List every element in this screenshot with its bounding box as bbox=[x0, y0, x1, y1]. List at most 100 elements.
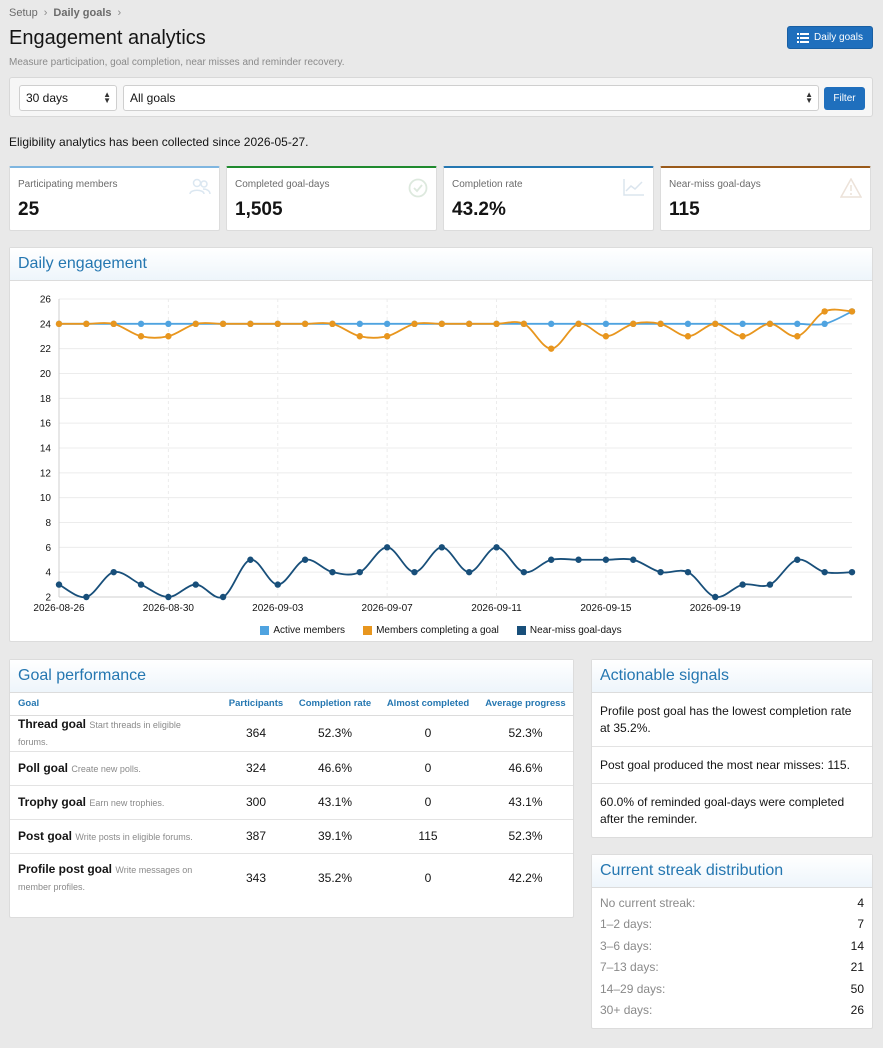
stat-value: 115 bbox=[669, 199, 700, 220]
stat-value: 25 bbox=[18, 199, 40, 220]
filter-button[interactable]: Filter bbox=[824, 87, 865, 110]
data-point bbox=[520, 568, 528, 576]
data-point bbox=[794, 320, 801, 328]
streak-label: 1–2 days: bbox=[600, 917, 653, 932]
chevron-right-icon: › bbox=[117, 7, 122, 19]
data-point bbox=[602, 556, 610, 563]
legend-item[interactable]: Active members bbox=[260, 625, 345, 636]
x-tick-label: 2026-09-07 bbox=[362, 603, 414, 614]
legend-item[interactable]: Members completing a goal bbox=[363, 625, 499, 636]
signal-item: Profile post goal has the lowest complet… bbox=[592, 693, 872, 747]
data-point bbox=[848, 568, 856, 576]
column-header[interactable]: Average progress bbox=[478, 693, 573, 716]
page-title: Engagement analytics bbox=[9, 27, 206, 49]
legend-item[interactable]: Near-miss goal-days bbox=[516, 625, 622, 636]
goal-cell: Poll goal Create new polls. bbox=[10, 751, 220, 786]
data-point bbox=[766, 320, 774, 328]
data-point bbox=[438, 544, 446, 551]
page-description: Measure participation, goal completion, … bbox=[9, 57, 345, 68]
data-point bbox=[630, 556, 637, 563]
column-header[interactable]: Participants bbox=[220, 693, 292, 716]
data-point bbox=[137, 333, 145, 340]
goal-name[interactable]: Thread goal bbox=[18, 717, 87, 731]
period-select[interactable]: 30 days ▲ ▼ bbox=[19, 85, 117, 111]
daily-goals-button-label: Daily goals bbox=[814, 32, 863, 43]
participants-cell: 364 bbox=[220, 715, 292, 752]
x-tick-label: 2026-09-15 bbox=[580, 603, 632, 614]
breadcrumb-item-daily-goals[interactable]: Daily goals bbox=[53, 7, 112, 19]
x-tick-label: 2026-08-30 bbox=[143, 603, 195, 614]
goal-name[interactable]: Trophy goal bbox=[18, 794, 87, 809]
chevron-right-icon: › bbox=[43, 7, 48, 19]
x-tick-label: 2026-08-26 bbox=[33, 603, 85, 614]
data-point bbox=[219, 320, 227, 328]
data-point bbox=[630, 320, 637, 328]
data-point bbox=[55, 320, 63, 328]
almost-completed-cell: 0 bbox=[378, 751, 478, 786]
data-point bbox=[821, 308, 828, 315]
streak-value: 26 bbox=[850, 1003, 864, 1018]
goal-select-value: All goals bbox=[130, 91, 176, 105]
x-tick-label: 2026-09-03 bbox=[252, 603, 304, 614]
stat-completion-rate: Completion rate 43.2% bbox=[443, 166, 654, 231]
streak-value: 14 bbox=[850, 938, 864, 953]
goal-name[interactable]: Poll goal bbox=[18, 760, 69, 775]
data-point bbox=[83, 320, 90, 328]
data-point bbox=[465, 320, 473, 328]
block-title: Actionable signals bbox=[592, 660, 872, 693]
streak-label: 3–6 days: bbox=[600, 938, 653, 953]
data-point bbox=[192, 581, 199, 588]
goal-performance-block: Goal performance Goal Participants Compl… bbox=[9, 659, 574, 918]
data-point bbox=[192, 320, 199, 328]
almost-completed-cell: 115 bbox=[378, 819, 478, 854]
goal-name[interactable]: Profile post goal bbox=[18, 861, 113, 876]
y-tick-label: 8 bbox=[45, 518, 51, 529]
data-point bbox=[356, 568, 363, 576]
data-point bbox=[520, 320, 528, 328]
goal-cell: Trophy goal Earn new trophies. bbox=[10, 785, 220, 820]
goal-performance-table: Goal Participants Completion rate Almost… bbox=[10, 693, 573, 902]
column-header[interactable]: Completion rate bbox=[292, 693, 378, 716]
data-point bbox=[219, 593, 227, 601]
data-point bbox=[684, 320, 692, 328]
data-point bbox=[356, 333, 363, 340]
streak-list: No current streak: 4 1–2 days: 7 3–6 days:… bbox=[592, 888, 872, 1021]
daily-goals-button[interactable]: Daily goals bbox=[787, 26, 873, 49]
participants-cell: 324 bbox=[220, 751, 292, 786]
column-header[interactable]: Goal bbox=[10, 693, 220, 716]
y-tick-label: 6 bbox=[45, 543, 51, 554]
completion-rate-cell: 35.2% bbox=[317, 870, 353, 885]
x-tick-label: 2026-09-19 bbox=[690, 603, 742, 614]
data-point bbox=[548, 345, 555, 352]
goal-name[interactable]: Post goal bbox=[18, 828, 73, 843]
almost-completed-cell: 0 bbox=[378, 785, 478, 820]
check-circle-icon bbox=[408, 178, 428, 198]
column-header[interactable]: Almost completed bbox=[378, 693, 478, 716]
goal-select[interactable]: All goals ▲ ▼ bbox=[123, 85, 819, 111]
table-header-row: Goal Participants Completion rate Almost… bbox=[10, 693, 573, 716]
list-icon bbox=[797, 32, 810, 43]
table-row: Trophy goal Earn new trophies. 300 43.1% 0 4… bbox=[10, 785, 573, 820]
table-row: Poll goal Create new polls. 324 46.6% 0 46.6… bbox=[10, 751, 573, 786]
breadcrumb-item-setup[interactable]: Setup bbox=[9, 7, 38, 19]
collection-notice: Eligibility analytics has been collected… bbox=[9, 135, 309, 149]
data-point bbox=[739, 581, 746, 588]
data-point bbox=[110, 320, 117, 328]
data-point bbox=[766, 581, 774, 588]
y-tick-label: 2 bbox=[45, 593, 51, 604]
goal-cell: Profile post goal Write messages on memb… bbox=[10, 853, 220, 902]
stat-value: 43.2% bbox=[452, 199, 506, 220]
completion-rate-cell: 52.3% bbox=[292, 715, 378, 752]
data-point bbox=[165, 593, 172, 601]
data-point bbox=[794, 333, 801, 340]
block-title: Current streak distribution bbox=[592, 855, 872, 888]
data-point bbox=[684, 568, 692, 576]
y-tick-label: 20 bbox=[40, 369, 52, 380]
data-point bbox=[739, 320, 746, 328]
completion-rate-cell: 39.1% bbox=[292, 819, 378, 854]
streak-value: 4 bbox=[857, 895, 864, 910]
data-point bbox=[602, 320, 610, 328]
chart-legend: Active members Members completing a goal… bbox=[10, 625, 872, 636]
stat-completed-goal-days: Completed goal-days 1,505 bbox=[226, 166, 437, 231]
